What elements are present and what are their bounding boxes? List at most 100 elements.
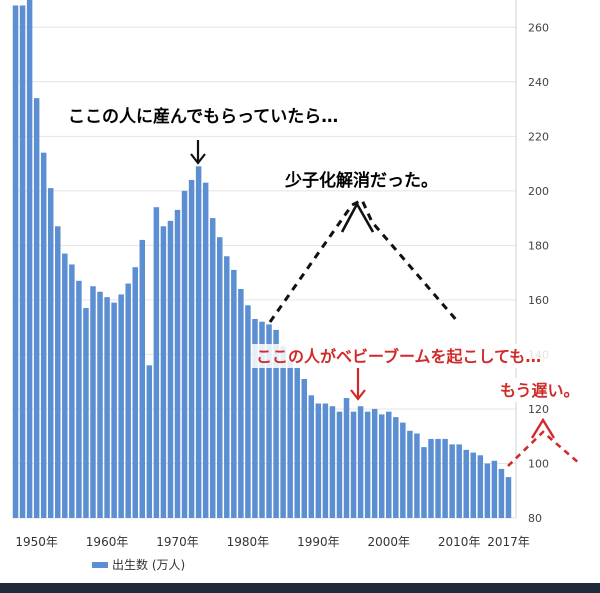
bar-1956 (76, 280, 82, 518)
bar-1982 (259, 321, 265, 518)
bar-1969 (167, 220, 174, 518)
x-tick-label: 1980年 (227, 535, 270, 549)
bar-2000 (386, 411, 392, 518)
bar-2015 (491, 460, 498, 518)
dashed-peak-line (268, 197, 460, 323)
peak-mark (340, 201, 375, 233)
annotation-text-2: 少子化解消だった。 (284, 170, 438, 191)
bar-2009 (449, 444, 455, 518)
x-tick-label: 1990年 (297, 535, 340, 549)
bar-1975 (209, 218, 216, 518)
bar-1961 (111, 302, 117, 518)
bar-1995 (350, 411, 357, 518)
bar-1992 (329, 406, 336, 518)
annotation-bg-4 (496, 378, 592, 402)
red-arrow-down-icon (350, 368, 366, 401)
bar-1981 (252, 318, 258, 518)
bar-1985 (280, 346, 286, 518)
bar-1984 (273, 329, 279, 518)
annotation-text-1: ここの人に産んでもらっていたら… (68, 106, 338, 127)
red-dashed-peak-line (507, 430, 581, 467)
bar-1947 (12, 5, 19, 518)
bar-2011 (463, 449, 469, 518)
bar-1954 (62, 253, 68, 518)
annotation-baby-boom: ここの人がベビーブームを起こしても… (252, 344, 596, 401)
x-tick-label: 1950年 (15, 535, 58, 549)
bar-2016 (498, 468, 505, 518)
x-tick-label: 1960年 (86, 535, 129, 549)
bar-1978 (231, 269, 237, 518)
bar-2007 (435, 438, 441, 518)
bar-1952 (47, 188, 54, 518)
bar-1968 (160, 226, 167, 518)
annotation-bg-3 (252, 344, 596, 368)
annotation-solved: 少子化解消だった。 (268, 170, 460, 323)
x-tick-label: 2000年 (367, 535, 410, 549)
bar-1962 (118, 294, 124, 518)
y-tick-label: 240 (528, 76, 549, 89)
bar-2003 (407, 430, 413, 518)
bar-2005 (421, 447, 427, 518)
bar-1949 (26, 0, 33, 518)
annotation-too-late: もう遅い。 (496, 378, 592, 467)
red-peak-mark (530, 417, 556, 439)
bar-1953 (55, 226, 61, 518)
bar-1971 (181, 190, 188, 518)
x-tick-label: 2017年 (487, 535, 530, 549)
bar-1989 (308, 395, 315, 518)
bar-1951 (40, 152, 47, 518)
x-tick-label: 2010年 (438, 535, 481, 549)
bar-1980 (245, 305, 251, 518)
bar-2012 (470, 452, 477, 518)
bar-1983 (266, 324, 272, 518)
bar-1955 (69, 264, 75, 518)
bar-1994 (343, 398, 350, 518)
y-tick-label: 260 (528, 21, 549, 34)
bar-1979 (238, 288, 244, 518)
bar-1998 (371, 408, 378, 518)
bar-2002 (400, 422, 406, 518)
bar-1948 (19, 5, 26, 518)
bar-1957 (83, 308, 89, 518)
x-tick-label: 1970年 (156, 535, 199, 549)
legend: 出生数 (万人) (92, 557, 185, 572)
y-tick-label: 160 (528, 294, 549, 307)
bar-2013 (477, 455, 484, 518)
bottom-bar (0, 583, 600, 593)
bar-2008 (442, 438, 448, 518)
bar-1977 (224, 256, 230, 518)
bar-1970 (174, 209, 181, 518)
bar-1959 (97, 291, 103, 518)
annotation-text-3: ここの人がベビーブームを起こしても… (256, 347, 541, 366)
bar-1966 (146, 365, 153, 518)
x-axis-ticks: 1950年 1960年 1970年 1980年 1990年 2000年 2010年 2017年 (15, 535, 529, 549)
arrow-down-icon (190, 140, 206, 165)
bar-1960 (104, 297, 110, 518)
bar-1974 (202, 182, 209, 519)
bar-1967 (153, 207, 160, 518)
y-tick-label: 180 (528, 239, 549, 252)
bar-1976 (217, 237, 223, 519)
bar-1963 (125, 283, 131, 518)
bar-2017 (505, 477, 512, 518)
bars (12, 0, 512, 519)
bar-2004 (414, 433, 420, 518)
bar-1972 (188, 179, 195, 519)
legend-label: 出生数 (万人) (112, 557, 185, 572)
bar-1950 (33, 98, 40, 518)
bar-1965 (139, 239, 146, 519)
bar-1996 (357, 406, 364, 518)
bar-1988 (301, 378, 307, 518)
bar-2006 (428, 438, 434, 518)
y-tick-label: 200 (528, 185, 549, 198)
annotation-birth-peak: ここの人に産んでもらっていたら… (68, 106, 338, 165)
y-tick-label: 100 (528, 457, 549, 470)
bar-1986 (287, 359, 293, 518)
annotation-text-4: もう遅い。 (500, 381, 580, 400)
bar-2001 (393, 417, 399, 518)
bar-1964 (132, 267, 138, 518)
y-tick-label: 220 (528, 130, 549, 143)
bar-1987 (294, 368, 300, 518)
